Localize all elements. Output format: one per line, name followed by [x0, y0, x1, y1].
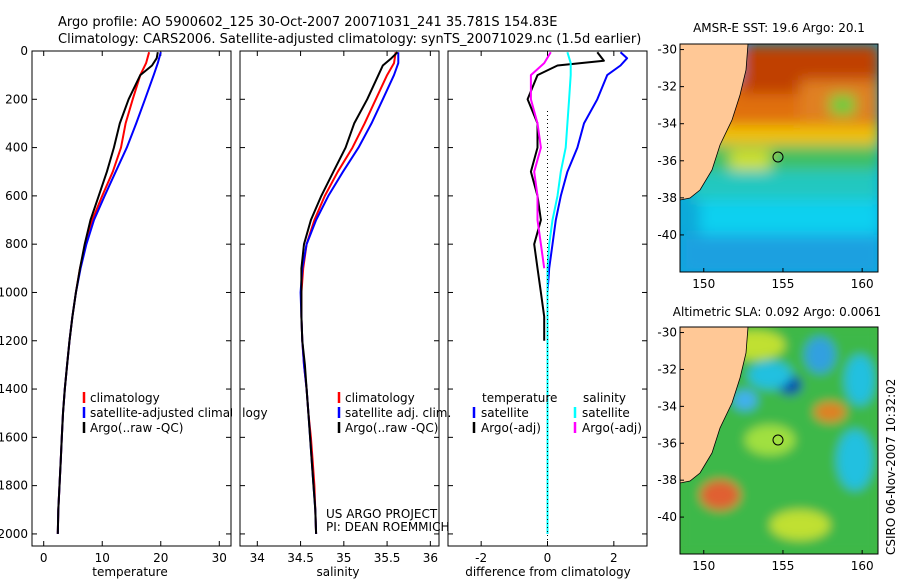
x-tick-label: 2 — [610, 551, 618, 565]
sla-argo-marker — [772, 434, 784, 446]
map-x-tick-label: 150 — [692, 277, 715, 291]
legend-sat: satellite-adjusted climatology — [90, 406, 268, 420]
map-y-tick-label: -32 — [657, 80, 677, 94]
x-tick-label: 0 — [544, 551, 552, 565]
sst-argo-marker — [772, 151, 784, 163]
legend-temp-sat: satellite — [481, 406, 529, 420]
map-y-tick-label: -32 — [657, 362, 677, 376]
y-tick-label: 1400 — [0, 382, 28, 396]
series-line-salinity-argo-adj- — [529, 51, 552, 269]
map-x-tick-label: 155 — [772, 277, 795, 291]
sst-land — [680, 44, 749, 201]
sst-map — [680, 44, 878, 272]
x-tick-label: 30 — [212, 551, 227, 565]
series-line-temperature-satellite — [546, 51, 629, 534]
sla-axis-ticks: 150 155 160 -30 -32 -34 -36 -38 -40 — [657, 326, 873, 573]
temperature-panel — [31, 50, 232, 547]
difference-xlabel: difference from climatology — [465, 565, 631, 579]
map-y-tick-label: -34 — [657, 117, 677, 131]
series-line-salinity-satellite — [546, 51, 572, 534]
map-y-tick-label: -38 — [657, 473, 677, 487]
y-tick-label: 200 — [5, 92, 28, 106]
map-y-tick-label: -34 — [657, 399, 677, 413]
map-x-tick-label: 160 — [851, 559, 874, 573]
map-x-tick-label: 155 — [772, 559, 795, 573]
legend-argo: Argo(..raw -QC) — [345, 421, 438, 435]
map-y-tick-label: -40 — [657, 228, 677, 242]
legend-sal-header: salinity — [583, 391, 626, 405]
side-label: CSIRO 06-Nov-2007 10:32:02 — [884, 379, 898, 555]
sst-map-title: AMSR-E SST: 19.6 Argo: 20.1 — [693, 21, 865, 35]
y-tick-label: 1600 — [0, 430, 28, 444]
sst-map-frame — [679, 43, 879, 273]
legend-clim: climatology — [345, 391, 415, 405]
salinity-xlabel: salinity — [316, 565, 359, 579]
header-line1: Argo profile: AO 5900602_125 30-Oct-2007… — [58, 15, 557, 30]
legend-argo: Argo(..raw -QC) — [90, 421, 183, 435]
salinity-panel — [239, 50, 440, 547]
x-tick-label: 36 — [423, 551, 438, 565]
series-line-argo-raw-qc- — [56, 52, 159, 534]
x-tick-label: 34 — [250, 551, 265, 565]
map-y-tick-label: -38 — [657, 191, 677, 205]
map-y-tick-label: -36 — [657, 154, 677, 168]
y-tick-label: 0 — [20, 44, 28, 58]
map-y-tick-label: -30 — [657, 43, 677, 57]
x-tick-label: 34.5 — [287, 551, 314, 565]
temperature-xlabel: temperature — [92, 565, 167, 579]
series-line-argo-raw-qc- — [300, 51, 399, 534]
y-tick-label: 1000 — [0, 285, 28, 299]
series-line-satellite-adj-clim- — [299, 52, 400, 534]
legend-sal-argo: Argo(-adj) — [582, 421, 642, 435]
map-x-tick-label: 150 — [692, 559, 715, 573]
y-tick-label: 1200 — [0, 334, 28, 348]
x-tick-label: 20 — [153, 551, 168, 565]
header-line2: Climatology: CARS2006. Satellite-adjuste… — [58, 32, 641, 47]
y-tick-label: 1800 — [0, 479, 28, 493]
sla-land — [680, 327, 749, 484]
legend-temp-argo: Argo(-adj) — [481, 421, 541, 435]
sla-map-frame — [679, 326, 879, 555]
x-tick-label: -2 — [475, 551, 487, 565]
y-tick-label: 2000 — [0, 527, 28, 541]
y-tick-label: 400 — [5, 141, 28, 155]
sla-map-title: Altimetric SLA: 0.092 Argo: 0.0061 — [673, 305, 881, 319]
y-tick-label: 600 — [5, 189, 28, 203]
series-line-temperature-argo-adj- — [526, 51, 605, 341]
series-line-satellite-adjusted-climatology — [56, 51, 162, 534]
footer-pi: PI: DEAN ROEMMICH — [326, 520, 449, 534]
difference-legend: temperature salinity satellite Argo(-adj… — [472, 391, 642, 435]
map-x-tick-label: 160 — [851, 277, 874, 291]
x-tick-label: 0 — [40, 551, 48, 565]
axis-ticks: 0 10 20 30020040060080010001200140016001800… — [0, 44, 647, 565]
x-tick-label: 35 — [336, 551, 351, 565]
temperature-legend: climatology satellite-adjusted climatolo… — [82, 391, 268, 435]
profile-lines — [56, 51, 629, 534]
legend-sal-sat: satellite — [582, 406, 630, 420]
salinity-legend: climatology satellite adj. clim. Argo(..… — [337, 391, 451, 435]
map-y-tick-label: -36 — [657, 436, 677, 450]
map-y-tick-label: -40 — [657, 510, 677, 524]
legend-sat: satellite adj. clim. — [345, 406, 451, 420]
legend-clim: climatology — [90, 391, 160, 405]
y-tick-label: 800 — [5, 237, 28, 251]
series-line-climatology — [300, 52, 397, 534]
sst-axis-ticks: 150 155 160 -30 -32 -34 -36 -38 -40 — [657, 43, 873, 291]
map-y-tick-label: -30 — [657, 326, 677, 340]
sla-map — [680, 327, 878, 554]
x-tick-label: 10 — [95, 551, 110, 565]
x-tick-label: 35.5 — [374, 551, 401, 565]
legend-clip-mask — [232, 392, 242, 436]
legend-temp-header: temperature — [482, 391, 557, 405]
footer-project: US ARGO PROJECT — [326, 507, 438, 521]
